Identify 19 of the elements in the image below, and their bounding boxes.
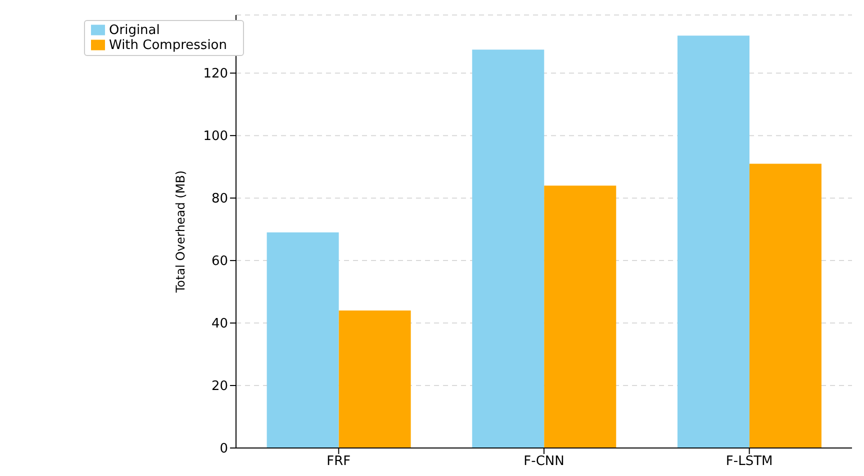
legend-label: With Compression — [109, 38, 228, 53]
y-tick-label: 60 — [211, 254, 228, 270]
y-tick-label: 0 — [220, 442, 228, 457]
x-tick-label: F-LSTM — [726, 454, 773, 470]
bar — [544, 186, 616, 448]
y-tick-label: 20 — [211, 379, 228, 394]
y-tick-label: 40 — [211, 316, 228, 332]
bar — [338, 310, 411, 448]
bar — [266, 232, 339, 448]
bar — [677, 36, 750, 448]
y-axis-title: Total Overhead (MB) — [173, 170, 188, 294]
x-tick-label: FRF — [326, 454, 351, 470]
y-tick-label: 80 — [211, 192, 228, 207]
x-tick-label: F-CNN — [524, 454, 564, 470]
bar — [472, 50, 544, 448]
legend-label: Original — [109, 23, 160, 38]
y-tick-label: 120 — [203, 66, 228, 82]
bar — [749, 164, 822, 448]
y-tick-label: 100 — [203, 129, 228, 144]
